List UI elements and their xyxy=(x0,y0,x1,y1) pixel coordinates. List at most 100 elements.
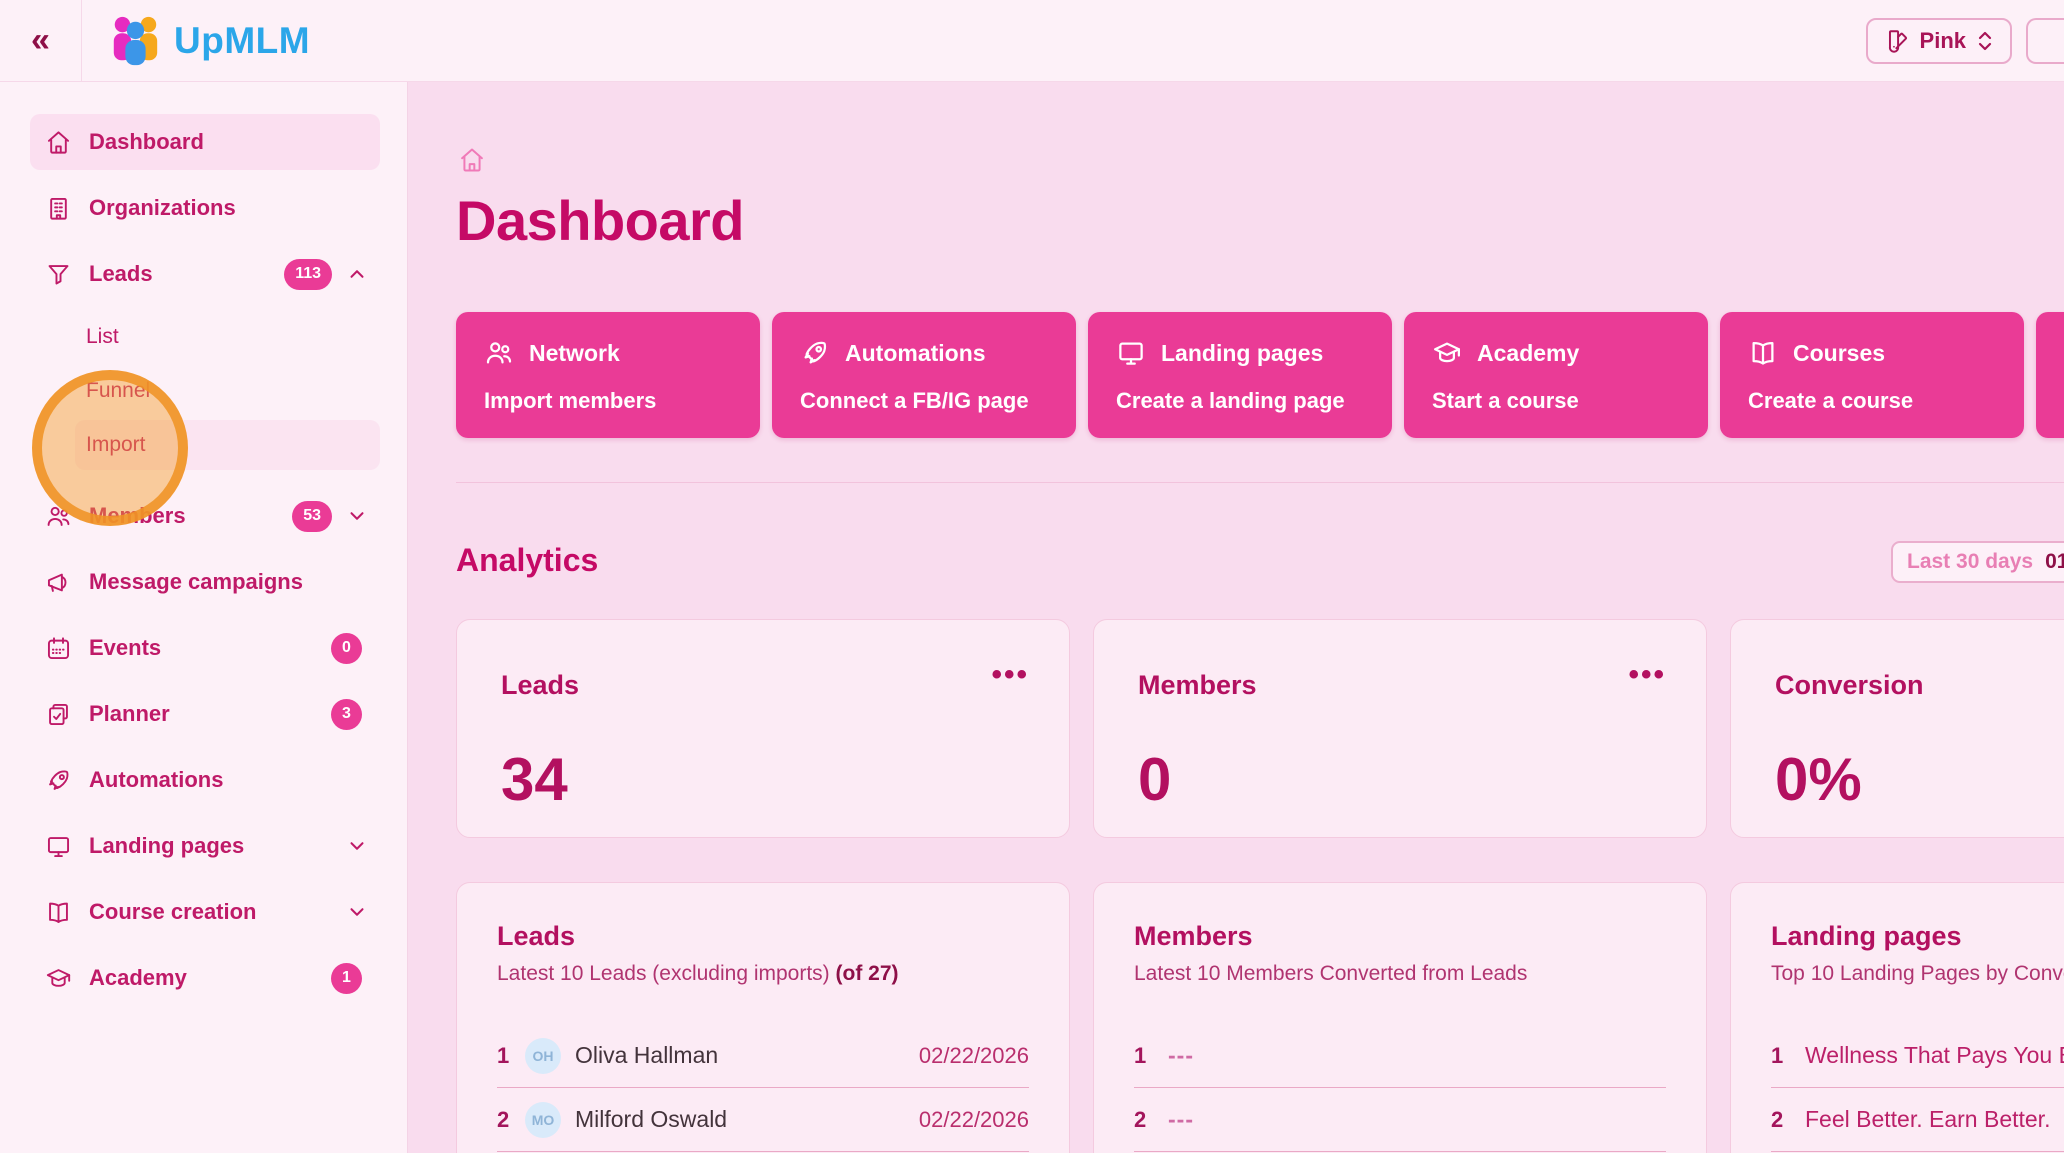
member-row[interactable]: 1 --- xyxy=(1134,1024,1666,1088)
landing-page-name: Feel Better. Earn Better. xyxy=(1805,1106,2051,1132)
events-count-badge: 0 xyxy=(331,632,362,664)
sidebar-subitem-funnel[interactable]: Funnel xyxy=(75,366,380,416)
stat-title: Leads xyxy=(501,670,580,700)
landing-page-row[interactable]: 1 Wellness That Pays You Back xyxy=(1771,1024,2064,1088)
list-subtitle: Latest 10 Leads (excluding imports) (of … xyxy=(497,962,899,985)
member-row[interactable]: 2 --- xyxy=(1134,1088,1666,1152)
stat-card-members: Members ••• 0 xyxy=(1093,619,1707,838)
quick-action-title: Courses xyxy=(1793,339,1886,366)
section-divider xyxy=(456,482,2064,483)
sidebar-item-label: Academy xyxy=(89,965,187,990)
sidebar-item-events[interactable]: Events 0 xyxy=(30,620,380,676)
row-number: 2 xyxy=(497,1106,510,1132)
stats-row: Leads ••• 34 Members ••• 0 Conversion 0% xyxy=(456,619,2064,838)
date-range-filter[interactable]: Last 30 days 01/2 xyxy=(1891,541,2064,583)
more-options-icon[interactable]: ••• xyxy=(991,658,1029,691)
stat-title: Conversion xyxy=(1775,670,1924,700)
sidebar-item-dashboard[interactable]: Dashboard xyxy=(30,114,380,170)
sidebar-subitem-label: Funnel xyxy=(86,379,151,402)
sidebar-subitem-list[interactable]: List xyxy=(75,312,380,362)
row-number: 2 xyxy=(1134,1106,1147,1132)
row-number: 2 xyxy=(1771,1106,1784,1132)
landing-page-name: Wellness That Pays You Back xyxy=(1805,1042,2064,1068)
member-name: --- xyxy=(1168,1106,1194,1132)
sidebar-item-label: Leads xyxy=(89,261,153,286)
building-icon xyxy=(45,195,72,222)
landing-page-row[interactable]: 2 Feel Better. Earn Better. xyxy=(1771,1088,2064,1152)
graduation-cap-icon xyxy=(45,965,72,992)
topbar-right: Pink xyxy=(1865,17,2064,64)
partial-topbar-button[interactable] xyxy=(2026,17,2064,64)
sidebar-item-automations[interactable]: Automations xyxy=(30,752,380,808)
sidebar-item-members[interactable]: Members 53 xyxy=(30,488,380,544)
avatar: MO xyxy=(525,1101,561,1138)
leads-subnav: List Funnel Import xyxy=(30,312,380,470)
sidebar-item-label: Planner xyxy=(89,701,170,726)
quick-action-title: Automations xyxy=(845,339,986,366)
home-icon xyxy=(45,129,72,156)
quick-action-subtitle: Connect a FB/IG page xyxy=(800,388,1029,413)
monitor-icon xyxy=(1116,338,1146,368)
lead-name: Milford Oswald xyxy=(575,1106,728,1132)
sidebar-item-leads[interactable]: Leads 113 xyxy=(30,246,380,302)
sidebar-item-label: Landing pages xyxy=(89,833,245,858)
analytics-heading: Analytics xyxy=(456,542,599,578)
sidebar-item-label: Organizations xyxy=(89,195,236,220)
quick-action-subtitle: Start a course xyxy=(1432,388,1579,413)
app-name: UpMLM xyxy=(174,19,311,61)
lead-row[interactable]: 1 OH Oliva Hallman 02/22/2026 xyxy=(497,1024,1029,1088)
swatch-icon xyxy=(1884,28,1910,54)
breadcrumb-home-icon[interactable] xyxy=(458,146,486,174)
quick-action-academy[interactable]: Academy Start a course xyxy=(1404,312,1708,438)
sidebar-item-academy[interactable]: Academy 1 xyxy=(30,950,380,1006)
double-chevron-left-icon: « xyxy=(31,21,50,59)
date-range-label: Last 30 days xyxy=(1907,550,2034,573)
list-card-landing-pages: Landing pages Top 10 Landing Pages by Co… xyxy=(1730,882,2064,1153)
sidebar-subitem-import[interactable]: Import xyxy=(75,420,380,470)
graduation-cap-icon xyxy=(1432,338,1462,368)
chevron-up-down-icon xyxy=(1976,30,1994,52)
sidebar-item-label: Members xyxy=(89,503,186,528)
sidebar-item-planner[interactable]: Planner 3 xyxy=(30,686,380,742)
chevron-down-icon xyxy=(346,505,368,527)
sidebar-item-course-creation[interactable]: Course creation xyxy=(30,884,380,940)
people-icon xyxy=(45,503,72,530)
quick-action-courses[interactable]: Courses Create a course xyxy=(1720,312,2024,438)
calendar-icon xyxy=(45,635,72,662)
chevron-up-icon xyxy=(346,263,368,285)
chevron-down-icon xyxy=(346,835,368,857)
quick-action-subtitle: Import members xyxy=(484,388,657,413)
logo-people-icon xyxy=(108,14,162,68)
lead-row[interactable]: 2 MO Milford Oswald 02/22/2026 xyxy=(497,1088,1029,1152)
date-range-value: 01/2 xyxy=(2045,550,2064,573)
sidebar-collapse-button[interactable]: « xyxy=(0,0,82,82)
lists-row: Leads Latest 10 Leads (excluding imports… xyxy=(456,882,2064,1153)
sidebar-item-organizations[interactable]: Organizations xyxy=(30,180,380,236)
open-book-icon xyxy=(1748,338,1778,368)
planner-icon xyxy=(45,701,72,728)
quick-action-subtitle: Create a course xyxy=(1748,388,1914,413)
megaphone-icon xyxy=(45,569,72,596)
people-icon xyxy=(484,338,514,368)
stat-value: 0% xyxy=(1775,746,1862,813)
sidebar-item-label: Course creation xyxy=(89,899,257,924)
quick-action-network[interactable]: Network Import members xyxy=(456,312,760,438)
quick-action-partial[interactable]: C xyxy=(2036,312,2064,438)
chevron-down-icon xyxy=(346,901,368,923)
more-options-icon[interactable]: ••• xyxy=(1628,658,1666,691)
row-number: 1 xyxy=(1134,1042,1147,1068)
app-logo: UpMLM xyxy=(108,14,310,68)
quick-action-landing-pages[interactable]: Landing pages Create a landing page xyxy=(1088,312,1392,438)
quick-action-automations[interactable]: Automations Connect a FB/IG page xyxy=(772,312,1076,438)
sidebar-subitem-label: Import xyxy=(86,433,146,456)
stat-card-conversion: Conversion 0% xyxy=(1730,619,2064,838)
quick-action-title: Landing pages xyxy=(1161,339,1324,366)
members-count-badge: 53 xyxy=(292,500,332,532)
lead-date: 02/22/2026 xyxy=(918,1042,1029,1068)
list-subtitle: Top 10 Landing Pages by Convers xyxy=(1771,962,2064,985)
topbar: « UpMLM Pink xyxy=(0,0,2064,82)
sidebar-item-message-campaigns[interactable]: Message campaigns xyxy=(30,554,380,610)
sidebar-item-landing-pages[interactable]: Landing pages xyxy=(30,818,380,874)
sidebar-item-label: Events xyxy=(89,635,162,660)
theme-selector-button[interactable]: Pink xyxy=(1865,17,2012,64)
